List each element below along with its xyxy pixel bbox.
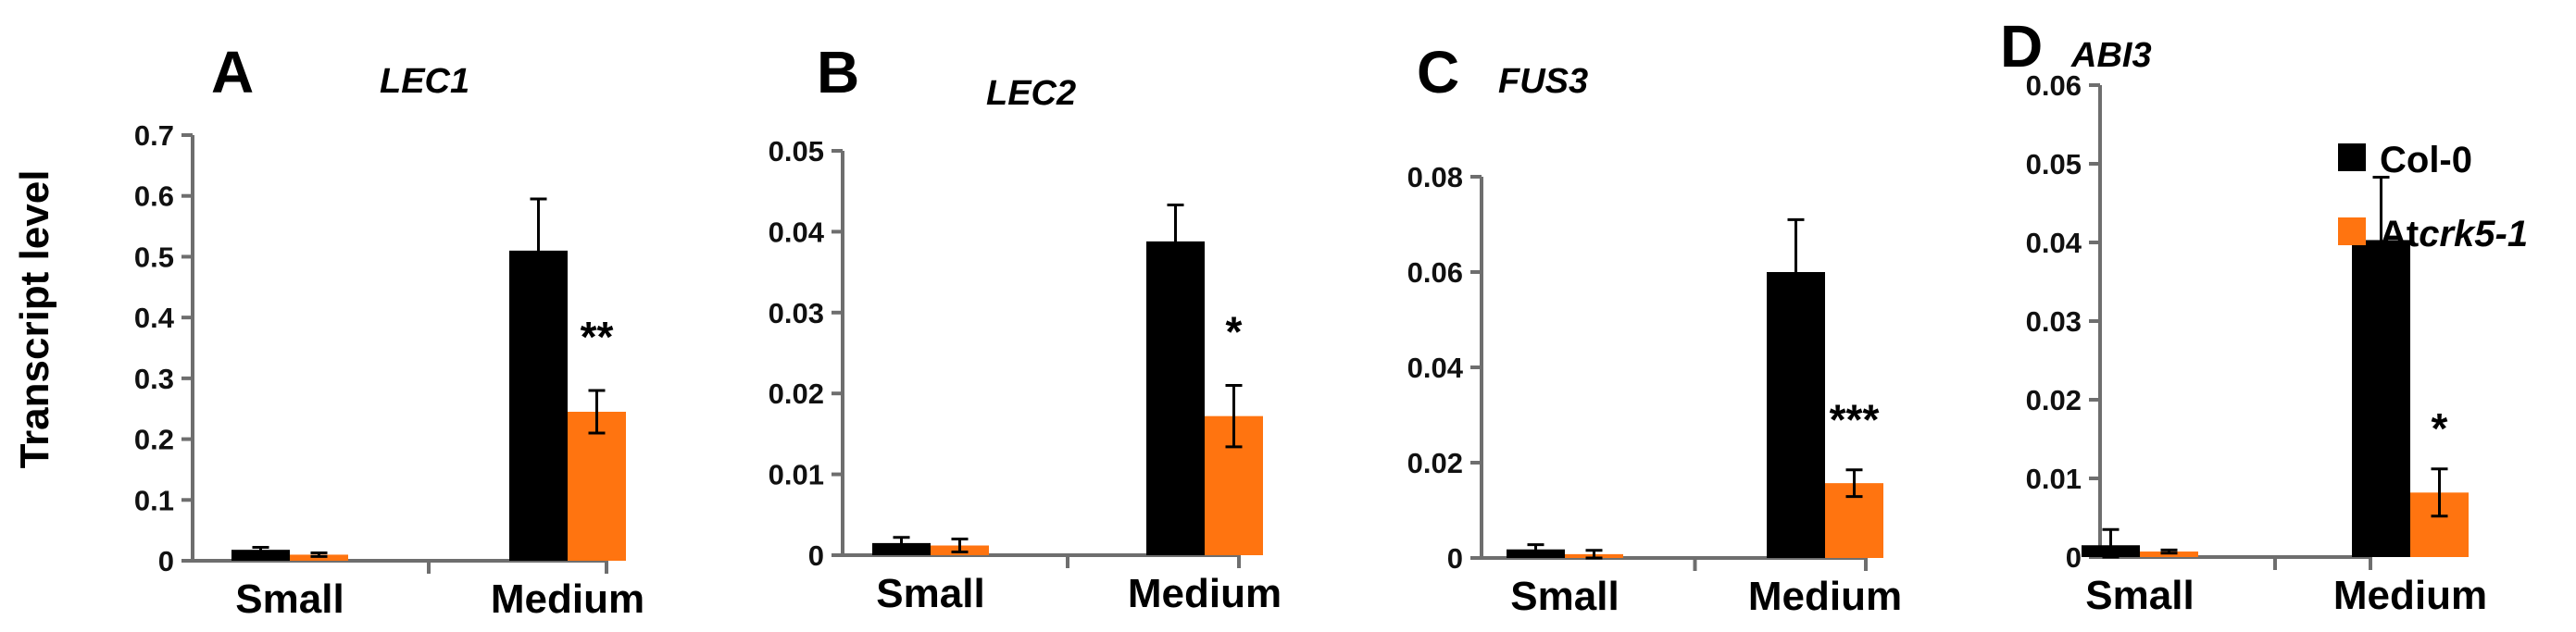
- y-tick-label: 0.02: [1407, 447, 1463, 479]
- x-category-label: Small: [876, 571, 984, 616]
- legend-label-prefix: At: [2380, 214, 2419, 254]
- y-tick-label: 0.1: [134, 484, 174, 516]
- y-tick-label: 0.06: [1407, 256, 1463, 289]
- panel-a-chart: A LEC1 0 0.1 0.2 0.3 0.4 0.5 0.6 0.7 Small Medium **: [134, 39, 644, 622]
- y-tick-label: 0.04: [2026, 227, 2082, 259]
- panel-title: LEC1: [380, 62, 469, 101]
- y-tick-label: 0.2: [134, 424, 174, 456]
- y-tick-label: 0.05: [2026, 148, 2082, 180]
- x-category-label: Medium: [1748, 574, 1902, 619]
- y-tick-label: 0.04: [769, 216, 825, 248]
- y-tick-label: 0: [808, 539, 824, 572]
- y-tick-label: 0.6: [134, 180, 174, 213]
- panel-letter: C: [1417, 39, 1459, 105]
- bar-col-0-small: [231, 550, 290, 561]
- y-tick-label: 0.7: [134, 119, 174, 152]
- y-tick-label: 0.05: [769, 135, 824, 167]
- y-tick-label: 0.03: [2026, 305, 2082, 338]
- x-category-label: Medium: [491, 576, 644, 622]
- panel-title: ABI3: [2070, 36, 2152, 75]
- x-category-label: Small: [235, 576, 344, 622]
- y-axis-label: Transcript level: [12, 170, 57, 469]
- panel-title: LEC2: [986, 74, 1076, 113]
- significance-marker: **: [581, 313, 614, 361]
- y-tick-label: 0: [1447, 542, 1463, 575]
- y-tick-label: 0.04: [1407, 352, 1464, 384]
- legend: Col-0 Atcrk5-1: [2338, 140, 2528, 254]
- bar-col-0-medium: [1146, 241, 1205, 555]
- x-category-label: Small: [2085, 573, 2194, 618]
- y-tick-label: 0.01: [2026, 463, 2082, 495]
- panel-letter: B: [817, 39, 859, 105]
- panel-title: FUS3: [1498, 62, 1588, 101]
- y-tick-label: 0.02: [2026, 384, 2082, 416]
- significance-marker: *: [2432, 404, 2448, 452]
- bar-atcrk5-1-medium: [568, 412, 626, 561]
- y-tick-label: 0.01: [769, 459, 824, 491]
- y-tick-label: 0.02: [769, 378, 824, 410]
- panel-letter: D: [2000, 13, 2043, 80]
- panel-c-chart: C FUS3 0 0.02 0.04 0.06 0.08 Small Medium ***: [1407, 39, 1902, 619]
- significance-marker: *: [1226, 307, 1243, 355]
- x-category-label: Medium: [1128, 571, 1282, 616]
- y-tick-label: 0.5: [134, 241, 174, 273]
- y-tick-label: 0.08: [1407, 161, 1463, 193]
- y-tick-label: 0.03: [769, 297, 824, 329]
- legend-swatch-col-0: [2338, 143, 2366, 171]
- legend-swatch-atcrk5-1: [2338, 217, 2366, 245]
- y-tick-label: 0.06: [2026, 69, 2082, 102]
- y-tick-label: 0: [158, 545, 174, 577]
- significance-marker: ***: [1830, 396, 1880, 444]
- panel-d-chart: D ABI3 0 0.01 0.02 0.03 0.04 0.05 0.06 Small Mediu…: [2000, 13, 2487, 618]
- legend-label-italic: crk5-1: [2419, 214, 2528, 254]
- legend-label-col-0: Col-0: [2380, 140, 2472, 180]
- x-category-label: Medium: [2333, 573, 2487, 618]
- y-tick-label: 0: [2066, 541, 2082, 574]
- x-category-label: Small: [1510, 574, 1619, 619]
- y-tick-label: 0.3: [134, 363, 174, 395]
- panel-b-chart: B LEC2 0 0.01 0.02 0.03 0.04 0.05 Small Medium *: [769, 39, 1282, 616]
- legend-label-atcrk5-1: Atcrk5-1: [2380, 214, 2528, 254]
- y-tick-label: 0.4: [134, 302, 175, 334]
- panel-letter: A: [211, 39, 254, 105]
